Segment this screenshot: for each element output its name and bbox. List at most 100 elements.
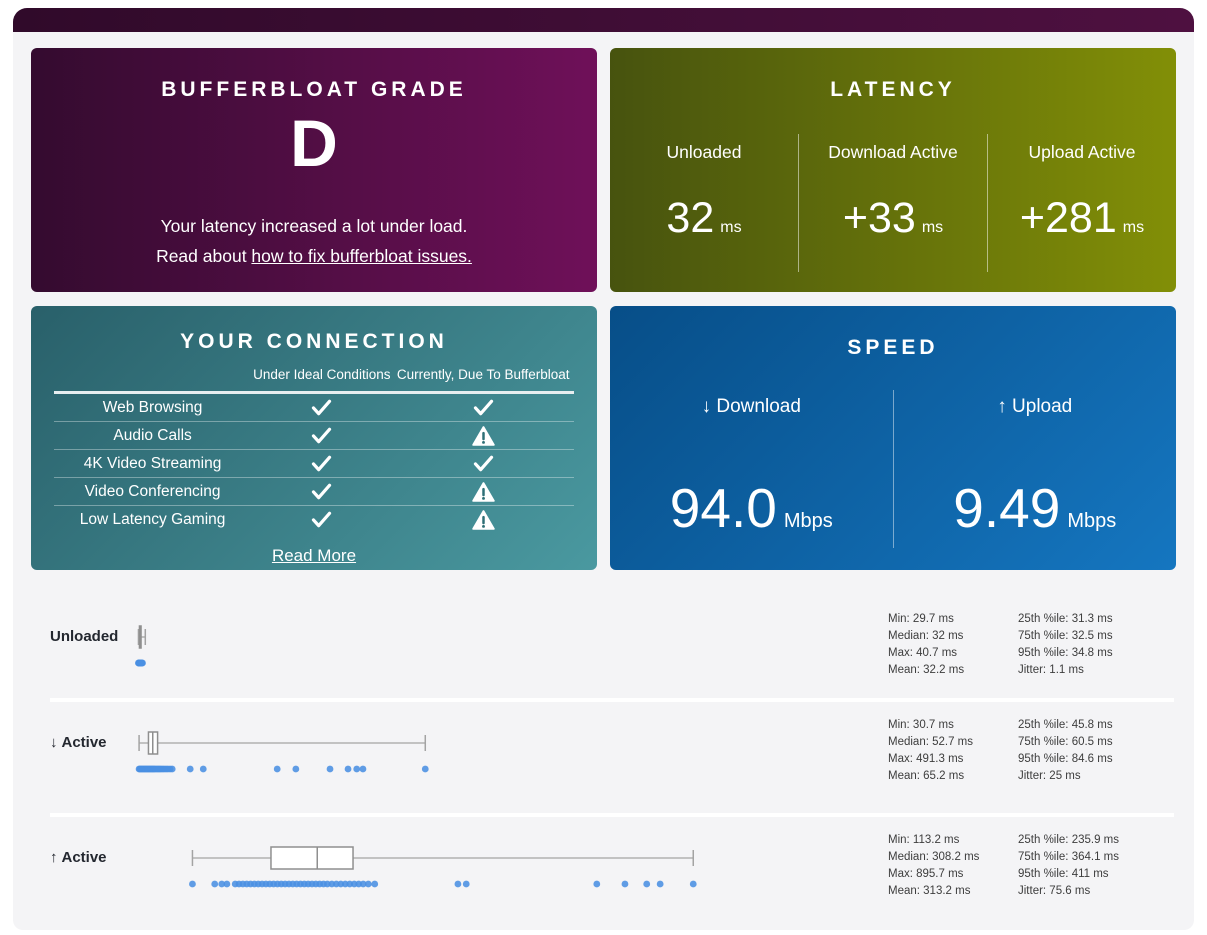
row-divider	[50, 813, 1174, 817]
plot-row-label: ↓ Active	[50, 707, 120, 813]
vertical-divider	[987, 134, 988, 272]
grade-message: Your latency increased a lot under load.	[160, 216, 468, 236]
latency-distribution-section: Unloaded Min: 29.7 ms Median: 32 ms Max: 40…	[13, 570, 1194, 932]
dot-swarm	[135, 659, 146, 667]
connection-row-label: Web Browsing	[102, 398, 203, 416]
latency-row-download-active: ↓ Active Min: 30.7 ms Median: 52.7 ms Max: 4…	[50, 702, 1180, 813]
latency-stats-column: Min: 30.7 ms Median: 52.7 ms Max: 491.3 ms…	[888, 717, 1018, 813]
connection-row: Audio Calls	[53, 421, 575, 450]
latency-col-upload-active: Upload Active +281 ms	[988, 142, 1176, 272]
boxplot-glyph	[191, 846, 694, 870]
latency-stat-line: 75th %ile: 32.5 ms	[1018, 630, 1113, 642]
plot-row-label-text: Active	[61, 849, 107, 866]
ideal-status-cell	[252, 450, 393, 478]
latency-stat-line: 75th %ile: 364.1 ms	[1018, 851, 1120, 863]
vertical-divider	[798, 134, 799, 272]
latency-unloaded-value: 32	[666, 194, 715, 242]
connection-header-ideal: Under Ideal Conditions	[253, 367, 391, 382]
row-divider	[50, 698, 1174, 702]
latency-stat-line: Mean: 313.2 ms	[888, 885, 971, 897]
latency-stat-line: Median: 32 ms	[888, 630, 964, 642]
latency-col-label: Upload Active	[1028, 142, 1136, 162]
connection-row-label: Audio Calls	[113, 426, 192, 444]
latency-card: LATENCY Unloaded 32 ms Download Active +3…	[610, 48, 1176, 292]
warning-icon	[471, 425, 495, 446]
latency-stat-line: 95th %ile: 411 ms	[1018, 868, 1109, 880]
speed-columns: ↓ Download 94.0 Mbps ↑ Upload 9.49 Mbps	[610, 390, 1177, 548]
results-panel: BUFFERBLOAT GRADE D Your latency increas…	[13, 8, 1194, 930]
down-arrow-icon: ↓	[50, 734, 58, 751]
latency-unit: ms	[1122, 219, 1145, 236]
latency-unit: ms	[921, 219, 944, 236]
latency-row-unloaded: Unloaded Min: 29.7 ms Median: 32 ms Max: 40…	[50, 601, 1180, 698]
check-icon	[312, 427, 332, 444]
latency-col-label: Download Active	[828, 142, 958, 162]
latency-stat-line: Mean: 65.2 ms	[888, 770, 965, 782]
vertical-divider	[892, 390, 894, 548]
connection-header-current: Currently, Due To Bufferbloat	[396, 367, 570, 382]
up-arrow-icon: ↑	[997, 396, 1007, 417]
latency-stat-line: 25th %ile: 45.8 ms	[1018, 719, 1113, 731]
check-icon	[473, 455, 493, 472]
warning-icon	[471, 509, 495, 530]
up-arrow-icon: ↑	[50, 849, 58, 866]
speed-col-upload: ↑ Upload 9.49 Mbps	[894, 396, 1177, 548]
check-icon	[312, 511, 332, 528]
latency-col-download-active: Download Active +33 ms	[799, 142, 987, 272]
latency-stats-column: Min: 29.7 ms Median: 32 ms Max: 40.7 ms Mea…	[888, 611, 1018, 698]
connection-row-label: Video Conferencing	[84, 482, 221, 500]
latency-stats-column: 25th %ile: 235.9 ms 75th %ile: 364.1 ms 95…	[1018, 832, 1119, 932]
warning-icon	[471, 481, 495, 502]
latency-stat-line: 25th %ile: 31.3 ms	[1018, 613, 1113, 625]
latency-boxplot-download-active	[135, 731, 429, 773]
read-more-link[interactable]: Read More	[271, 546, 357, 565]
check-icon	[312, 483, 332, 500]
latency-stats-column: 25th %ile: 45.8 ms 75th %ile: 60.5 ms 95th…	[1018, 717, 1113, 813]
connection-row-label: 4K Video Streaming	[83, 454, 222, 472]
latency-row-upload-active: ↑ Active Min: 113.2 ms Median: 308.2 ms Max:…	[50, 817, 1180, 932]
down-arrow-icon: ↓	[701, 396, 712, 417]
latency-unit: ms	[720, 219, 742, 236]
latency-stat-line: Jitter: 25 ms	[1018, 770, 1081, 782]
latency-stats-column: 25th %ile: 31.3 ms 75th %ile: 32.5 ms 95th…	[1018, 611, 1113, 698]
latency-stat-line: 95th %ile: 84.6 ms	[1018, 753, 1113, 765]
latency-stat-line: 75th %ile: 60.5 ms	[1018, 736, 1113, 748]
connection-card-title: YOUR CONNECTION	[180, 330, 448, 353]
bufferbloat-grade-card: BUFFERBLOAT GRADE D Your latency increas…	[31, 48, 597, 292]
latency-stat-line: Min: 30.7 ms	[888, 719, 954, 731]
latency-stats: Min: 113.2 ms Median: 308.2 ms Max: 895.7 …	[760, 822, 1180, 932]
latency-stat-line: Mean: 32.2 ms	[888, 664, 965, 676]
check-icon	[312, 455, 332, 472]
plot-row-label: ↑ Active	[50, 822, 120, 932]
fix-bufferbloat-link[interactable]: how to fix bufferbloat issues.	[251, 246, 472, 266]
latency-stat-line: 95th %ile: 34.8 ms	[1018, 647, 1113, 659]
download-label: ↓ Download	[701, 396, 801, 417]
connection-table-body: Web Browsing Audio Calls 4K Video Streamin…	[53, 393, 575, 534]
latency-upload-value: +281	[1019, 194, 1117, 242]
latency-boxplot-unloaded	[135, 625, 147, 667]
check-icon	[312, 399, 332, 416]
dot-swarm	[135, 765, 429, 773]
latency-stats-column: Min: 113.2 ms Median: 308.2 ms Max: 895.7 …	[888, 832, 1018, 932]
latency-download-value: +33	[842, 194, 916, 242]
latency-stat-line: 25th %ile: 235.9 ms	[1018, 834, 1120, 846]
boxplot-glyph	[138, 731, 427, 755]
latency-columns: Unloaded 32 ms Download Active +33 ms Uplo…	[610, 134, 1176, 272]
ideal-status-cell	[252, 478, 393, 506]
current-status-cell	[392, 450, 574, 478]
connection-row: Low Latency Gaming	[53, 505, 575, 534]
latency-boxplot-upload-active	[189, 846, 697, 888]
speed-col-download: ↓ Download 94.0 Mbps	[610, 396, 893, 548]
connection-table: Under Ideal Conditions Currently, Due To…	[53, 366, 575, 534]
your-connection-card: YOUR CONNECTION Under Ideal Conditions C…	[31, 306, 597, 570]
current-status-cell	[392, 506, 574, 534]
speed-card-title: SPEED	[847, 336, 939, 359]
top-banner	[13, 8, 1194, 32]
latency-stat-line: Median: 308.2 ms	[888, 851, 980, 863]
grade-link-prefix: Read about	[156, 246, 252, 266]
download-speed-unit: Mbps	[783, 510, 833, 532]
connection-header-blank	[54, 366, 252, 393]
current-status-cell	[392, 393, 574, 422]
plot-row-label-text: Unloaded	[50, 628, 119, 645]
grade-value: D	[290, 106, 338, 180]
